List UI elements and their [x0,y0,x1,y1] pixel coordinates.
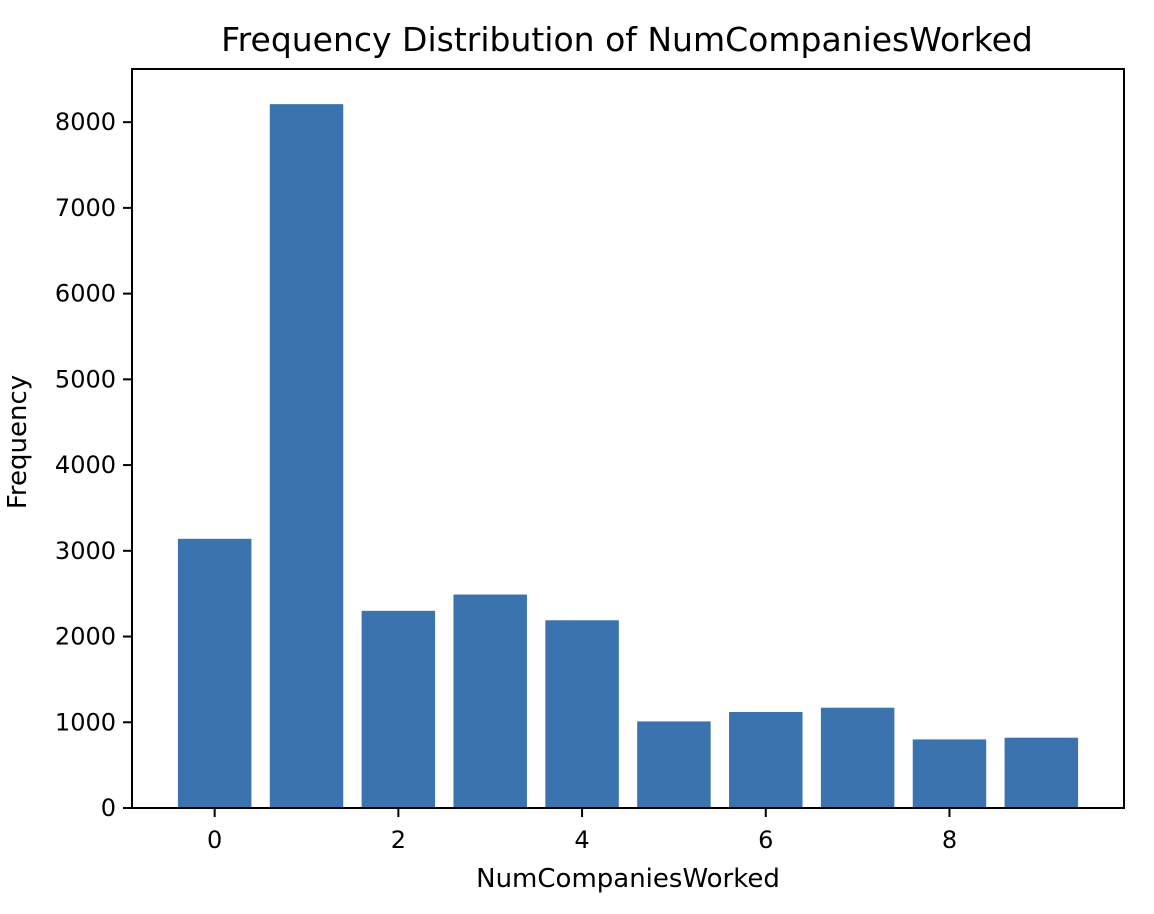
y-tick-label: 0 [101,794,116,822]
plot-area-frame [131,68,1125,809]
bar-6 [729,711,803,808]
bars [177,104,1079,808]
y-tick-label: 5000 [55,365,116,393]
bar-8 [912,739,987,808]
y-tick-label: 2000 [55,623,116,651]
bar-5 [637,721,711,808]
y-tick-label: 7000 [55,194,116,222]
y-tick-label: 3000 [55,537,116,565]
bar-1 [269,104,344,808]
bar-7 [820,707,895,808]
x-axis-ticks: 0 2 4 6 8 [207,808,957,854]
x-tick-label: 8 [942,826,957,854]
y-axis-label: Frequency [3,375,33,509]
bar-9 [1004,737,1079,808]
chart-title: Frequency Distribution of NumCompaniesWo… [221,20,1033,59]
x-tick-label: 2 [391,826,406,854]
y-tick-label: 4000 [55,451,116,479]
y-axis-ticks: 0 1000 2000 3000 4000 5000 6000 7000 8000 [55,108,132,822]
x-axis-label: NumCompaniesWorked [476,864,780,894]
x-tick-label: 4 [574,826,589,854]
y-tick-label: 6000 [55,280,116,308]
bar-2 [361,610,436,808]
bar-4 [545,620,619,808]
x-tick-label: 6 [758,826,773,854]
y-tick-label: 1000 [55,708,116,736]
bar-0 [177,538,252,808]
bar-3 [453,594,527,808]
y-tick-label: 8000 [55,108,116,136]
x-tick-label: 0 [207,826,222,854]
